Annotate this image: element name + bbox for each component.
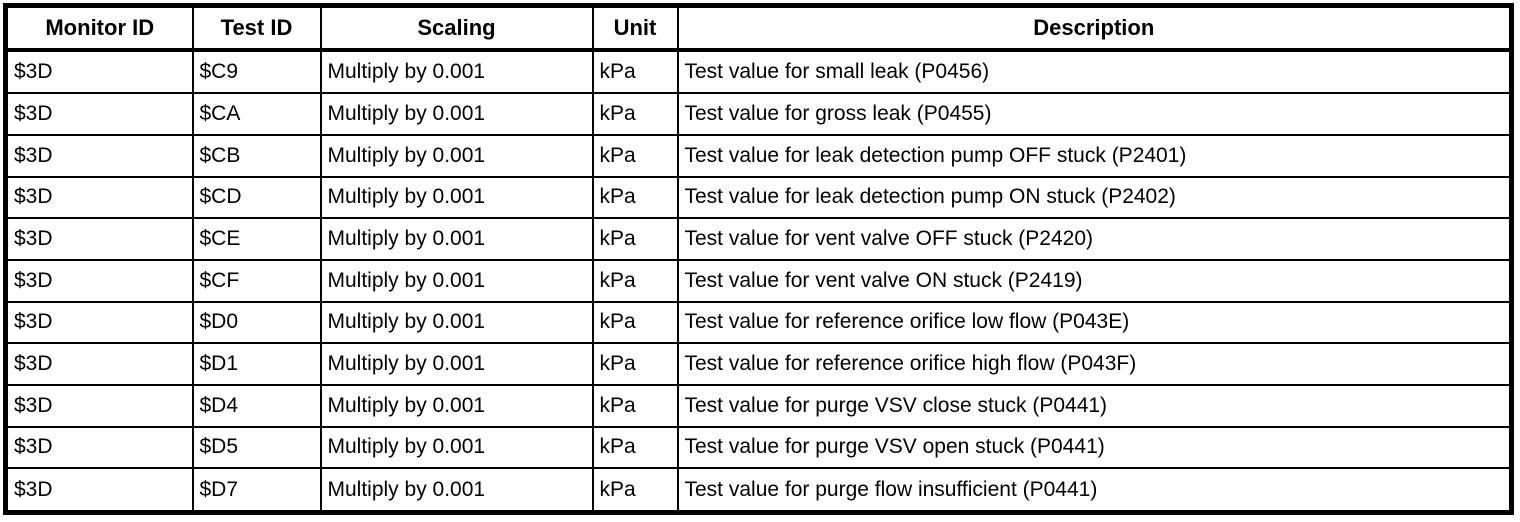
cell-monitor_id: $3D: [4, 300, 194, 345]
cell-scaling: Multiply by 0.001: [319, 258, 594, 303]
table-header: Monitor ID Test ID Scaling Unit Description: [4, 4, 1513, 52]
cell-test_id: $D4: [191, 383, 322, 428]
cell-monitor_id: $3D: [4, 92, 194, 136]
column-header-description: Description: [676, 4, 1513, 52]
cell-unit: kPa: [591, 217, 679, 261]
cell-scaling: Multiply by 0.001: [319, 425, 594, 470]
cell-description: Test value for small leak (P0456): [676, 48, 1513, 95]
cell-monitor_id: $3D: [4, 258, 194, 303]
cell-description: Test value for purge VSV open stuck (P04…: [676, 425, 1513, 470]
table-row: $3D $CF Multiply by 0.001 kPa Test value for…: [4, 258, 1513, 303]
cell-scaling: Multiply by 0.001: [319, 467, 594, 514]
cell-scaling: Multiply by 0.001: [319, 133, 594, 178]
table-row: $3D $D1 Multiply by 0.001 kPa Test value for…: [4, 342, 1513, 386]
cell-test_id: $CB: [191, 133, 322, 178]
cell-description: Test value for leak detection pump ON st…: [676, 175, 1513, 220]
cell-monitor_id: $3D: [4, 217, 194, 261]
monitor-test-table: Monitor ID Test ID Scaling Unit Description …: [3, 3, 1514, 515]
cell-monitor_id: $3D: [4, 383, 194, 428]
cell-test_id: $C9: [191, 48, 322, 95]
cell-description: Test value for reference orifice high fl…: [676, 342, 1513, 386]
column-header-monitor_id: Monitor ID: [4, 4, 194, 52]
table-row: $3D $C9 Multiply by 0.001 kPa Test value for…: [4, 48, 1513, 95]
cell-description: Test value for gross leak (P0455): [676, 92, 1513, 136]
cell-test_id: $D5: [191, 425, 322, 470]
cell-description: Test value for leak detection pump OFF s…: [676, 133, 1513, 178]
cell-scaling: Multiply by 0.001: [319, 92, 594, 136]
cell-test_id: $CD: [191, 175, 322, 220]
table-row: $3D $D5 Multiply by 0.001 kPa Test value for…: [4, 425, 1513, 470]
cell-monitor_id: $3D: [4, 467, 194, 514]
cell-test_id: $D0: [191, 300, 322, 345]
cell-monitor_id: $3D: [4, 48, 194, 95]
cell-test_id: $D7: [191, 467, 322, 514]
cell-unit: kPa: [591, 342, 679, 386]
cell-scaling: Multiply by 0.001: [319, 342, 594, 386]
cell-description: Test value for vent valve ON stuck (P241…: [676, 258, 1513, 303]
cell-description: Test value for vent valve OFF stuck (P24…: [676, 217, 1513, 261]
cell-scaling: Multiply by 0.001: [319, 217, 594, 261]
cell-test_id: $CE: [191, 217, 322, 261]
cell-test_id: $CA: [191, 92, 322, 136]
cell-scaling: Multiply by 0.001: [319, 175, 594, 220]
column-header-scaling: Scaling: [319, 4, 594, 52]
cell-unit: kPa: [591, 383, 679, 428]
cell-monitor_id: $3D: [4, 342, 194, 386]
table-row: $3D $D4 Multiply by 0.001 kPa Test value for…: [4, 383, 1513, 428]
table-row: $3D $D7 Multiply by 0.001 kPa Test value for…: [4, 467, 1513, 514]
cell-scaling: Multiply by 0.001: [319, 48, 594, 95]
cell-description: Test value for purge flow insufficient (…: [676, 467, 1513, 514]
cell-unit: kPa: [591, 133, 679, 178]
cell-monitor_id: $3D: [4, 175, 194, 220]
cell-unit: kPa: [591, 258, 679, 303]
cell-unit: kPa: [591, 175, 679, 220]
table-row: $3D $CD Multiply by 0.001 kPa Test value for…: [4, 175, 1513, 220]
cell-unit: kPa: [591, 425, 679, 470]
table-row: $3D $D0 Multiply by 0.001 kPa Test value for…: [4, 300, 1513, 345]
cell-test_id: $D1: [191, 342, 322, 386]
column-header-test_id: Test ID: [191, 4, 322, 52]
cell-unit: kPa: [591, 48, 679, 95]
cell-unit: kPa: [591, 467, 679, 514]
column-header-unit: Unit: [591, 4, 679, 52]
table-row: $3D $CA Multiply by 0.001 kPa Test value for…: [4, 92, 1513, 136]
cell-unit: kPa: [591, 92, 679, 136]
cell-monitor_id: $3D: [4, 425, 194, 470]
cell-unit: kPa: [591, 300, 679, 345]
cell-description: Test value for reference orifice low flo…: [676, 300, 1513, 345]
cell-description: Test value for purge VSV close stuck (P0…: [676, 383, 1513, 428]
table-row: $3D $CB Multiply by 0.001 kPa Test value for…: [4, 133, 1513, 178]
table-body: $3D $C9 Multiply by 0.001 kPa Test value for…: [4, 48, 1513, 514]
cell-scaling: Multiply by 0.001: [319, 300, 594, 345]
table-row: $3D $CE Multiply by 0.001 kPa Test value for…: [4, 217, 1513, 261]
cell-monitor_id: $3D: [4, 133, 194, 178]
header-row: Monitor ID Test ID Scaling Unit Description: [4, 4, 1513, 52]
cell-test_id: $CF: [191, 258, 322, 303]
cell-scaling: Multiply by 0.001: [319, 383, 594, 428]
